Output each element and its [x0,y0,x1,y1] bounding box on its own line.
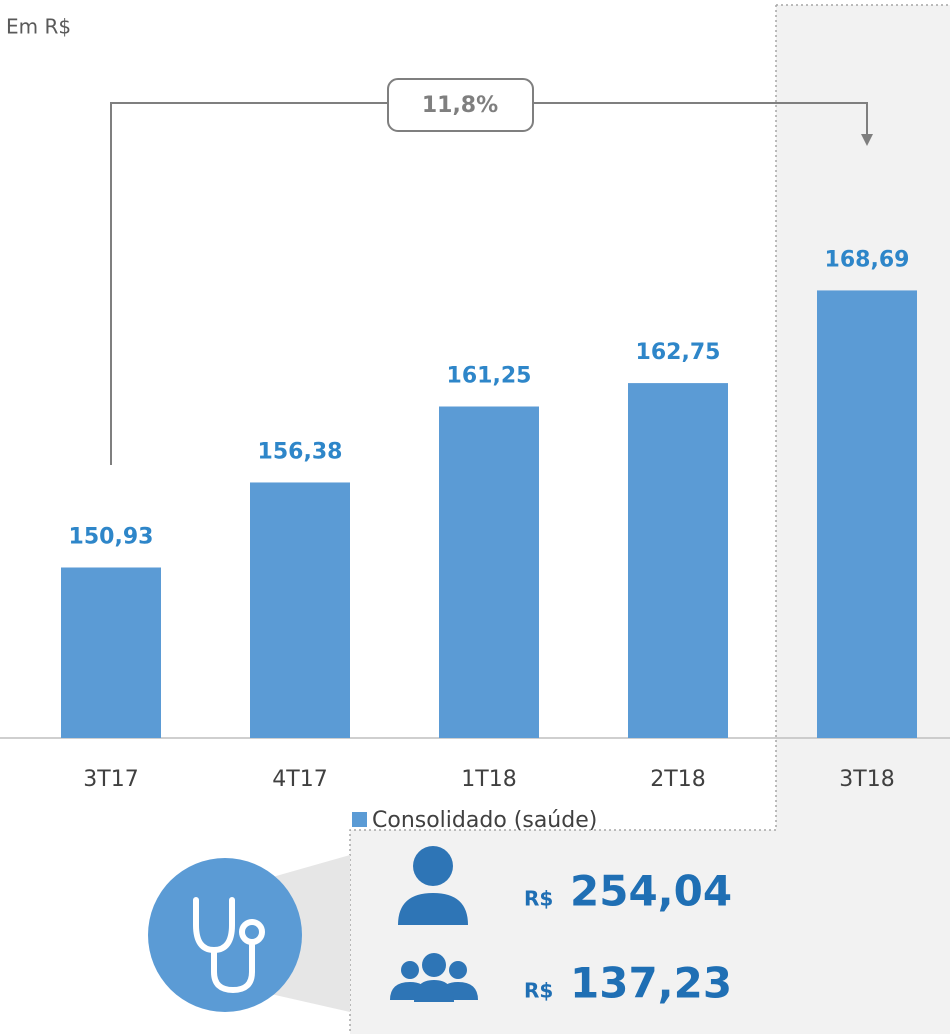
x-tick-label: 3T17 [83,767,138,792]
legend-label: Consolidado (saúde) [372,808,597,833]
annotation-box [387,78,534,132]
panel-border [349,4,950,1034]
value-label: 150,93 [69,524,154,549]
x-tick-label: 1T18 [461,767,516,792]
bracket [110,102,868,465]
highlight-value: 254,04 [570,867,732,916]
currency: R$ [524,979,553,1003]
highlight-value: 137,23 [570,959,732,1008]
value-label: 161,25 [447,364,532,389]
value-label: 168,69 [825,247,910,272]
bar [628,383,728,738]
bar [61,567,161,738]
annotation: 11,8% [422,93,498,118]
unit-label: Em R$ [6,15,71,39]
x-tick-label: 2T18 [650,767,705,792]
bar [250,482,350,738]
icon-circle [148,858,302,1012]
group-icon [390,953,478,1002]
x-tick-label: 4T17 [272,767,327,792]
stethoscope-icon [193,897,265,994]
currency: R$ [524,887,553,911]
legend-swatch [352,812,367,827]
highlight-panel [350,5,950,1034]
value-label: 156,38 [258,439,343,464]
person-icon [398,846,468,925]
bracket-arrow [861,134,873,146]
x-tick-label: 3T18 [839,767,894,792]
value-label: 162,75 [636,340,721,365]
bar [439,406,539,738]
bar [817,290,917,738]
